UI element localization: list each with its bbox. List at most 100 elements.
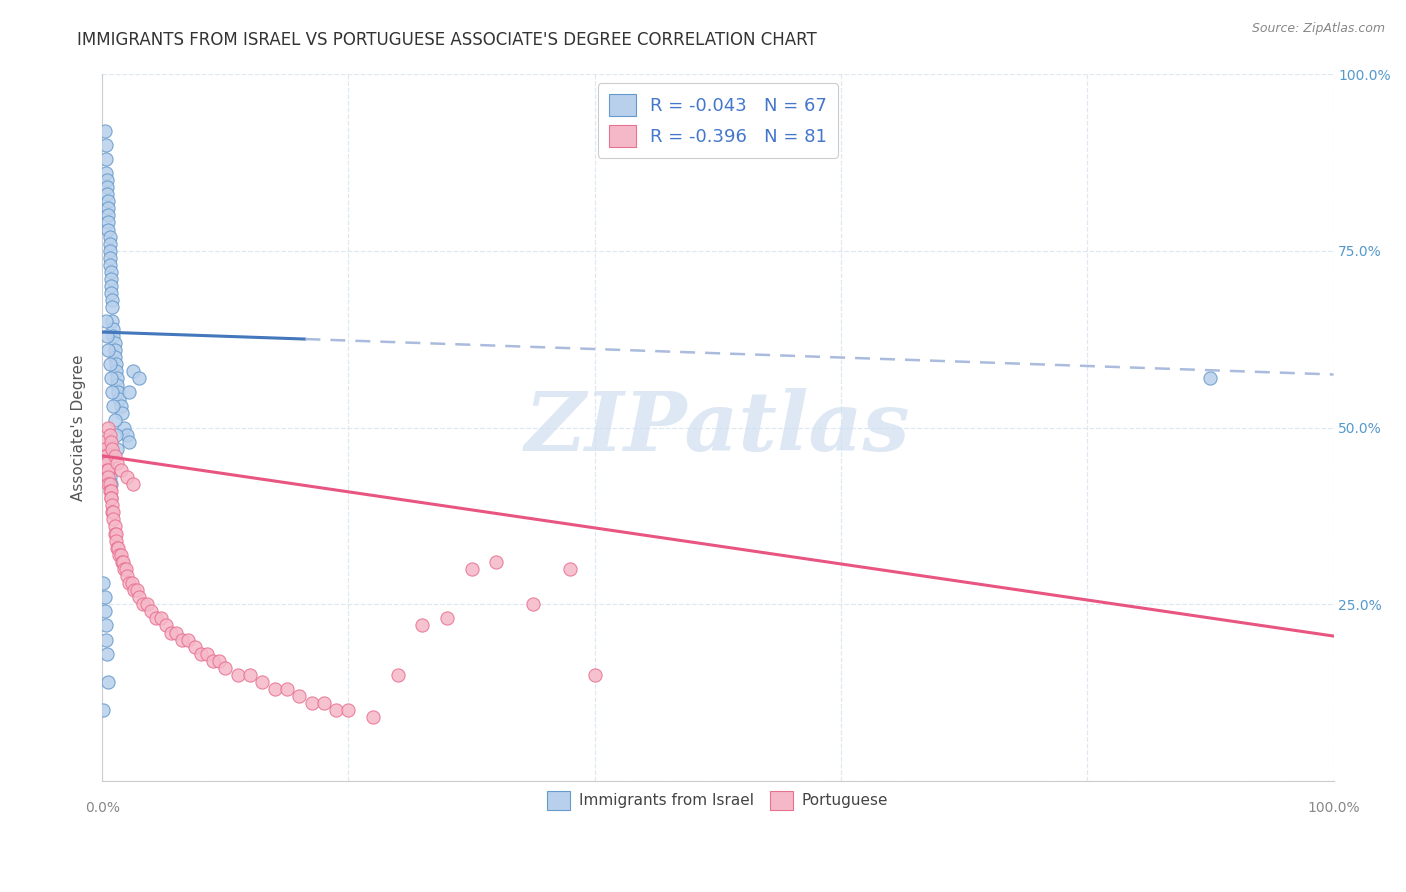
- Point: [100, 286, 122, 301]
- Point: [101, 314, 124, 328]
- Point: [202, 654, 225, 668]
- Point: [288, 689, 311, 703]
- Point: [110, 463, 132, 477]
- Point: [118, 576, 141, 591]
- Point: [97, 194, 120, 209]
- Point: [98, 477, 121, 491]
- Point: [111, 406, 134, 420]
- Point: [128, 371, 150, 385]
- Point: [411, 618, 433, 632]
- Point: [128, 590, 150, 604]
- Point: [94, 152, 117, 166]
- Point: [172, 632, 194, 647]
- Point: [98, 229, 121, 244]
- Point: [100, 484, 122, 499]
- Point: [93, 703, 115, 717]
- Point: [94, 456, 117, 470]
- Point: [108, 548, 131, 562]
- Point: [93, 123, 115, 137]
- Point: [104, 526, 127, 541]
- Legend: Immigrants from Israel, Portuguese: Immigrants from Israel, Portuguese: [541, 785, 894, 816]
- Point: [263, 682, 285, 697]
- Point: [97, 222, 120, 236]
- Text: 100.0%: 100.0%: [1308, 800, 1360, 814]
- Point: [96, 456, 118, 470]
- Point: [103, 512, 125, 526]
- Point: [98, 244, 121, 258]
- Point: [101, 293, 124, 308]
- Point: [160, 625, 183, 640]
- Point: [208, 654, 231, 668]
- Point: [101, 301, 124, 315]
- Point: [96, 180, 118, 194]
- Point: [100, 477, 122, 491]
- Point: [98, 484, 121, 499]
- Text: IMMIGRANTS FROM ISRAEL VS PORTUGUESE ASSOCIATE'S DEGREE CORRELATION CHART: IMMIGRANTS FROM ISRAEL VS PORTUGUESE ASS…: [77, 31, 817, 49]
- Point: [361, 710, 384, 724]
- Point: [301, 696, 323, 710]
- Point: [183, 640, 205, 654]
- Point: [97, 343, 120, 357]
- Point: [105, 378, 128, 392]
- Point: [583, 668, 606, 682]
- Point: [195, 647, 218, 661]
- Point: [103, 321, 125, 335]
- Point: [239, 668, 262, 682]
- Point: [93, 449, 115, 463]
- Text: ZIPatlas: ZIPatlas: [524, 387, 911, 467]
- Point: [104, 533, 127, 548]
- Point: [122, 583, 145, 598]
- Point: [97, 215, 120, 229]
- Point: [97, 420, 120, 434]
- Point: [103, 328, 125, 343]
- Point: [97, 477, 120, 491]
- Point: [103, 526, 125, 541]
- Point: [98, 251, 121, 265]
- Point: [97, 470, 120, 484]
- Point: [94, 618, 117, 632]
- Point: [100, 371, 122, 385]
- Point: [103, 350, 125, 364]
- Point: [96, 463, 118, 477]
- Point: [115, 470, 138, 484]
- Point: [104, 427, 127, 442]
- Point: [114, 562, 136, 576]
- Point: [226, 668, 249, 682]
- Point: [276, 682, 298, 697]
- Point: [97, 463, 120, 477]
- Point: [96, 328, 118, 343]
- Point: [118, 385, 141, 400]
- Point: [94, 449, 117, 463]
- Point: [101, 505, 124, 519]
- Point: [103, 413, 125, 427]
- Point: [387, 668, 409, 682]
- Point: [100, 265, 122, 279]
- Point: [104, 357, 127, 371]
- Point: [97, 675, 120, 690]
- Point: [104, 364, 127, 378]
- Point: [98, 236, 121, 251]
- Point: [101, 385, 124, 400]
- Point: [112, 420, 135, 434]
- Point: [155, 618, 177, 632]
- Point: [100, 491, 122, 506]
- Point: [312, 696, 335, 710]
- Point: [112, 555, 135, 569]
- Point: [108, 392, 131, 407]
- Point: [436, 611, 458, 625]
- Point: [125, 583, 148, 598]
- Point: [103, 519, 125, 533]
- Point: [337, 703, 360, 717]
- Point: [103, 505, 125, 519]
- Point: [115, 427, 138, 442]
- Point: [93, 442, 115, 456]
- Point: [177, 632, 200, 647]
- Point: [103, 343, 125, 357]
- Point: [97, 202, 120, 216]
- Point: [96, 187, 118, 202]
- Point: [98, 357, 121, 371]
- Point: [105, 541, 128, 555]
- Point: [96, 173, 118, 187]
- Point: [105, 442, 128, 456]
- Point: [101, 498, 124, 512]
